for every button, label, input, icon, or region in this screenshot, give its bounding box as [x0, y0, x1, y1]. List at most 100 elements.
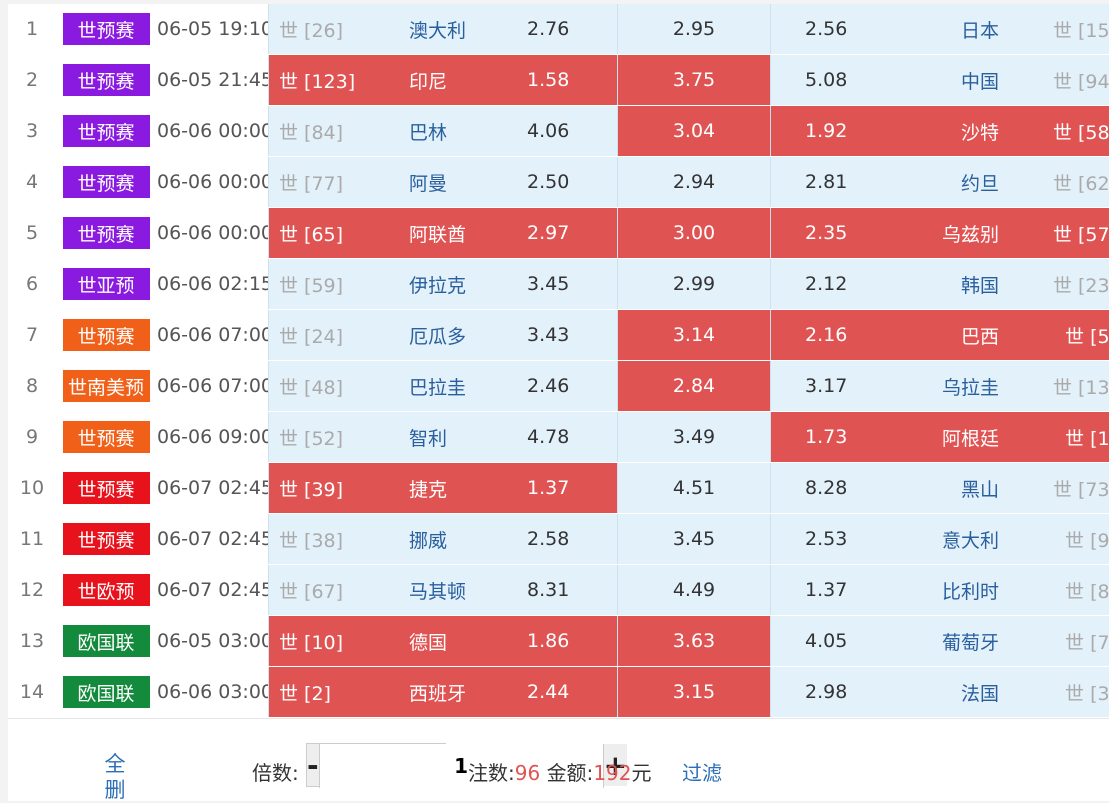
home-rank: 世 [24]	[279, 325, 344, 348]
table-row: 3 世预赛 06-06 00:00 世 [84] 巴林 4.06 3.04 1.92 沙特 世 […	[8, 106, 1109, 156]
league-cell: 世预赛	[56, 412, 156, 462]
match-time: 06-07 02:45	[156, 463, 273, 513]
draw-option[interactable]: 3.15	[617, 667, 770, 717]
delete-all-button[interactable]: 全 删	[104, 752, 126, 802]
away-win-option[interactable]: 2.53 意大利 世 [9]	[770, 514, 1109, 564]
draw-option[interactable]: 2.84	[617, 361, 770, 411]
away-team: 沙特	[960, 121, 999, 144]
away-win-option[interactable]: 1.37 比利时 世 [8]	[770, 565, 1109, 615]
away-team: 阿根廷	[941, 427, 999, 450]
draw-option[interactable]: 3.49	[617, 412, 770, 462]
match-time: 06-06 02:15	[156, 259, 273, 309]
increment-button[interactable]: +	[603, 744, 628, 786]
match-time: 06-05 03:00	[156, 616, 273, 666]
league-badge: 世预赛	[62, 217, 150, 249]
home-win-option[interactable]: 世 [2] 西班牙 2.44	[268, 667, 617, 717]
away-odd: 1.73	[805, 426, 848, 448]
draw-option[interactable]: 3.45	[617, 514, 770, 564]
home-win-option[interactable]: 世 [52] 智利 4.78	[268, 412, 617, 462]
home-win-option[interactable]: 世 [67] 马其顿 8.31	[268, 565, 617, 615]
draw-option[interactable]: 3.75	[617, 55, 770, 105]
filter-link[interactable]: 过滤	[682, 761, 722, 785]
home-win-option[interactable]: 世 [10] 德国 1.86	[268, 616, 617, 666]
draw-option[interactable]: 4.51	[617, 463, 770, 513]
away-rank: 世 [7]	[1065, 631, 1109, 654]
draw-option[interactable]: 2.95	[617, 4, 770, 54]
league-badge: 世预赛	[62, 64, 150, 96]
bet-stats: 注数:96 金额:192元	[468, 757, 652, 786]
row-number: 1	[8, 4, 56, 54]
home-win-option[interactable]: 世 [38] 挪威 2.58	[268, 514, 617, 564]
home-win-option[interactable]: 世 [84] 巴林 4.06	[268, 106, 617, 156]
league-badge: 世预赛	[62, 421, 150, 453]
home-win-option[interactable]: 世 [65] 阿联酋 2.97	[268, 208, 617, 258]
away-rank: 世 [5]	[1065, 325, 1109, 348]
multiplier-input[interactable]	[318, 744, 604, 788]
match-time: 06-06 07:00	[156, 361, 273, 411]
league-cell: 世预赛	[56, 55, 156, 105]
match-time: 06-06 00:00	[156, 106, 273, 156]
table-row: 6 世亚预 06-06 02:15 世 [59] 伊拉克 3.45 2.99 2.12 韩国 世 …	[8, 259, 1109, 309]
away-win-option[interactable]: 1.73 阿根廷 世 [1]	[770, 412, 1109, 462]
home-odd: 4.06	[527, 120, 570, 142]
home-rank: 世 [67]	[279, 580, 344, 603]
draw-option[interactable]: 3.14	[617, 310, 770, 360]
away-win-option[interactable]: 2.98 法国 世 [3]	[770, 667, 1109, 717]
home-win-option[interactable]: 世 [77] 阿曼 2.50	[268, 157, 617, 207]
away-odd: 2.81	[805, 171, 848, 193]
away-team: 乌拉圭	[941, 376, 999, 399]
draw-option[interactable]: 2.99	[617, 259, 770, 309]
draw-option[interactable]: 3.00	[617, 208, 770, 258]
home-team: 澳大利	[409, 19, 467, 42]
decrement-button[interactable]: -	[307, 744, 319, 786]
league-badge: 世预赛	[62, 166, 150, 198]
away-win-option[interactable]: 3.17 乌拉圭 世 [13]	[770, 361, 1109, 411]
away-team: 黑山	[960, 478, 999, 501]
bets-label: 注数:	[468, 761, 515, 785]
away-win-option[interactable]: 2.35 乌兹别 世 [57]	[770, 208, 1109, 258]
away-rank: 世 [15]	[1052, 19, 1109, 42]
row-number: 12	[8, 565, 56, 615]
home-rank: 世 [26]	[279, 19, 344, 42]
draw-option[interactable]: 2.94	[617, 157, 770, 207]
home-rank: 世 [10]	[279, 631, 344, 654]
row-number: 14	[8, 667, 56, 717]
away-win-option[interactable]: 2.56 日本 世 [15]	[770, 4, 1109, 54]
draw-option[interactable]: 3.63	[617, 616, 770, 666]
away-win-option[interactable]: 5.08 中国 世 [94]	[770, 55, 1109, 105]
away-rank: 世 [1]	[1065, 427, 1109, 450]
home-team: 西班牙	[409, 682, 467, 705]
away-odd: 1.92	[805, 120, 848, 142]
draw-odd: 3.15	[672, 681, 716, 703]
table-row: 4 世预赛 06-06 00:00 世 [77] 阿曼 2.50 2.94 2.81 约旦 世 […	[8, 157, 1109, 207]
row-number: 6	[8, 259, 56, 309]
draw-option[interactable]: 4.49	[617, 565, 770, 615]
away-win-option[interactable]: 4.05 葡萄牙 世 [7]	[770, 616, 1109, 666]
home-rank: 世 [84]	[279, 121, 344, 144]
away-win-option[interactable]: 2.16 巴西 世 [5]	[770, 310, 1109, 360]
league-badge: 世亚预	[62, 268, 150, 300]
home-rank: 世 [38]	[279, 529, 344, 552]
league-badge: 世南美预	[62, 370, 150, 402]
away-odd: 8.28	[805, 477, 848, 499]
away-odd: 1.37	[805, 579, 848, 601]
home-win-option[interactable]: 世 [24] 厄瓜多 3.43	[268, 310, 617, 360]
away-win-option[interactable]: 2.81 约旦 世 [62]	[770, 157, 1109, 207]
draw-option[interactable]: 3.04	[617, 106, 770, 156]
away-win-option[interactable]: 1.92 沙特 世 [58]	[770, 106, 1109, 156]
away-win-option[interactable]: 8.28 黑山 世 [73]	[770, 463, 1109, 513]
home-win-option[interactable]: 世 [39] 捷克 1.37	[268, 463, 617, 513]
away-win-option[interactable]: 2.12 韩国 世 [23]	[770, 259, 1109, 309]
home-win-option[interactable]: 世 [26] 澳大利 2.76	[268, 4, 617, 54]
away-odd: 2.98	[805, 681, 848, 703]
away-odd: 2.12	[805, 273, 848, 295]
league-cell: 欧国联	[56, 667, 156, 717]
home-win-option[interactable]: 世 [48] 巴拉圭 2.46	[268, 361, 617, 411]
home-win-option[interactable]: 世 [123] 印尼 1.58	[268, 55, 617, 105]
league-cell: 世南美预	[56, 361, 156, 411]
away-rank: 世 [62]	[1052, 172, 1109, 195]
away-team: 韩国	[960, 274, 999, 297]
home-win-option[interactable]: 世 [59] 伊拉克 3.45	[268, 259, 617, 309]
table-row: 7 世预赛 06-06 07:00 世 [24] 厄瓜多 3.43 3.14 2.16 巴西 世 …	[8, 310, 1109, 360]
home-odd: 2.97	[527, 222, 570, 244]
